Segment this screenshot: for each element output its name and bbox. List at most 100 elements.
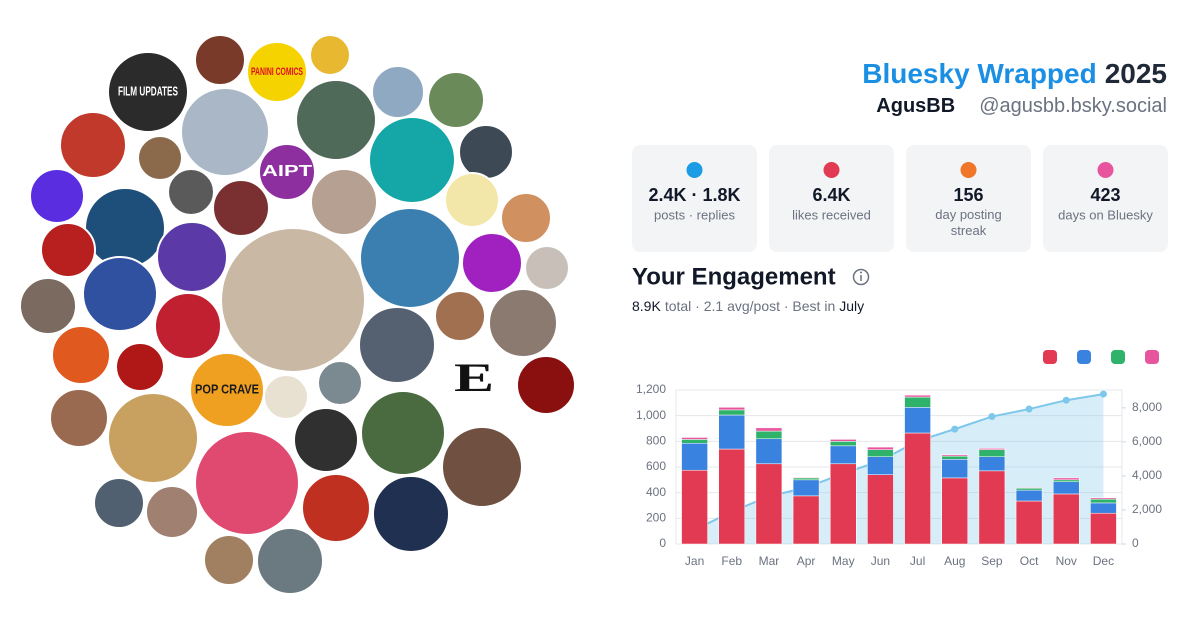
avatar[interactable]	[49, 388, 109, 448]
display-name: AgusBB	[876, 95, 955, 117]
avatar[interactable]	[156, 221, 228, 293]
avatar[interactable]	[194, 430, 300, 536]
bar-segment	[1053, 479, 1080, 483]
info-icon[interactable]	[852, 268, 870, 286]
avatar[interactable]	[444, 172, 500, 228]
avatar[interactable]	[115, 342, 165, 392]
y-tick-label: 200	[646, 511, 666, 525]
stat-value: 156	[953, 185, 983, 205]
summary-text: total · 2.1 avg/post · Best in	[665, 298, 835, 314]
handle: @agusbb.bsky.social	[979, 95, 1167, 117]
avatar[interactable]	[51, 325, 111, 385]
bar-segment	[718, 448, 745, 545]
avatar[interactable]	[167, 168, 215, 216]
line-point	[951, 425, 959, 433]
x-tick-label: Jan	[685, 554, 704, 568]
avatar[interactable]	[360, 390, 446, 476]
avatar[interactable]	[82, 256, 158, 332]
bar-segment	[941, 477, 968, 545]
avatar[interactable]	[40, 222, 96, 278]
x-tick-label: Sep	[981, 554, 1003, 568]
info-icon-dot	[860, 271, 862, 274]
avatar[interactable]	[524, 245, 570, 291]
bar-segment	[867, 456, 894, 475]
avatar[interactable]	[458, 124, 514, 180]
avatar[interactable]	[500, 192, 552, 244]
stat-cards: 2.4K · 1.8K posts · replies 6.4K likes rece…	[632, 145, 1168, 252]
avatar[interactable]	[516, 355, 576, 415]
x-tick-label: Apr	[797, 554, 816, 568]
x-tick-label: Aug	[944, 554, 965, 568]
avatar[interactable]	[29, 168, 85, 224]
avatar[interactable]	[212, 179, 270, 237]
avatar-logo-text: AIPT	[262, 163, 312, 180]
avatar[interactable]	[59, 111, 127, 179]
avatar[interactable]	[107, 51, 189, 133]
avatar[interactable]	[84, 187, 166, 269]
bar-segment	[1015, 489, 1043, 502]
legend-icon[interactable]	[1111, 350, 1125, 364]
y2-tick-label: 4,000	[1132, 468, 1162, 482]
y2-tick-label: 2,000	[1132, 502, 1162, 516]
y-tick-label: 800	[646, 434, 666, 448]
bar-segment	[1090, 498, 1117, 504]
stat-label-line: day posting	[935, 207, 1002, 222]
avatar[interactable]	[309, 34, 351, 76]
avatar-logo-text: E	[454, 355, 494, 400]
avatar[interactable]	[317, 360, 363, 406]
avatar[interactable]	[488, 288, 558, 358]
avatar[interactable]	[154, 292, 222, 360]
avatar[interactable]	[293, 407, 359, 473]
avatar[interactable]	[301, 473, 371, 543]
avatar[interactable]	[145, 485, 199, 539]
engagement-summary: 8.9K total · 2.1 avg/post · Best in July	[632, 298, 864, 314]
avatar[interactable]	[220, 227, 366, 373]
legend-icon[interactable]	[1043, 350, 1057, 364]
bar-segment	[941, 459, 968, 479]
avatar[interactable]	[263, 374, 309, 420]
avatar[interactable]	[461, 232, 523, 294]
avatar[interactable]	[310, 168, 378, 236]
bar-segment	[1090, 497, 1117, 500]
avatar[interactable]	[447, 355, 501, 409]
avatar[interactable]	[358, 306, 436, 384]
avatar[interactable]	[371, 65, 425, 119]
bar-segment	[718, 407, 745, 411]
legend-icon[interactable]	[1145, 350, 1159, 364]
avatar[interactable]	[372, 475, 450, 553]
x-tick-label: Nov	[1056, 554, 1077, 568]
avatar[interactable]	[295, 79, 377, 161]
avatar[interactable]	[189, 352, 265, 428]
legend-icon[interactable]	[1077, 350, 1091, 364]
y-tick-label: 600	[646, 459, 666, 473]
avatar[interactable]	[434, 290, 486, 342]
stat-icon	[823, 162, 840, 178]
avatar[interactable]	[180, 87, 270, 177]
stat-card	[632, 145, 757, 252]
bar-segment	[830, 463, 857, 545]
bar-segment	[718, 414, 745, 450]
avatar[interactable]	[368, 116, 456, 204]
avatar[interactable]	[107, 392, 199, 484]
avatar[interactable]	[427, 71, 485, 129]
line-point	[1025, 405, 1033, 413]
bar-segment	[904, 396, 931, 408]
section-title: Your Engagement	[632, 263, 836, 290]
avatar[interactable]	[203, 534, 255, 586]
avatar[interactable]	[246, 41, 308, 103]
legend	[1043, 350, 1159, 364]
bar-segment	[904, 407, 931, 434]
avatar[interactable]	[256, 527, 324, 595]
avatar[interactable]	[19, 277, 77, 335]
avatar[interactable]	[137, 135, 183, 181]
avatar[interactable]	[194, 34, 246, 86]
avatar[interactable]	[359, 207, 461, 309]
y-tick-label: 400	[646, 485, 666, 499]
bar-segment	[681, 443, 708, 471]
avatar[interactable]	[441, 426, 523, 508]
avatar[interactable]	[93, 477, 145, 529]
avatar[interactable]	[258, 143, 316, 201]
bar-segment	[681, 439, 708, 444]
line-point	[988, 413, 996, 421]
